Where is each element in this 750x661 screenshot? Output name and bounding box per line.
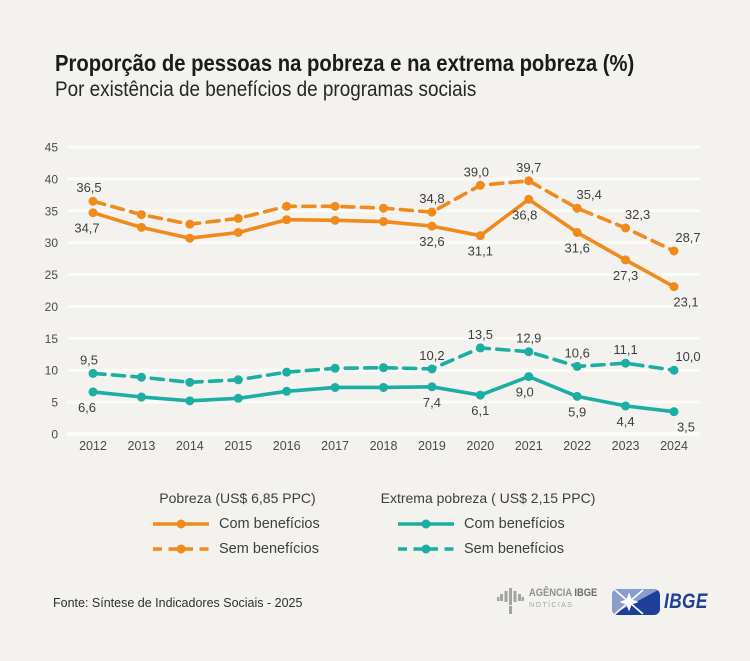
svg-text:35: 35	[45, 204, 59, 218]
svg-text:11,1: 11,1	[613, 342, 637, 357]
svg-text:28,7: 28,7	[675, 230, 700, 245]
svg-text:2018: 2018	[370, 439, 398, 453]
svg-text:25: 25	[45, 268, 59, 282]
ibge-logo: IBGE	[612, 589, 717, 615]
svg-text:2022: 2022	[563, 439, 591, 453]
svg-text:3,5: 3,5	[677, 420, 695, 435]
agencia-ibge-noticias-logo: AGÊNCIA IBGE NOTÍCIAS	[497, 587, 609, 615]
svg-text:2024: 2024	[660, 439, 688, 453]
svg-text:10: 10	[45, 364, 59, 378]
solid-line-swatch-icon	[153, 519, 209, 529]
svg-text:5,9: 5,9	[568, 404, 586, 419]
agency-logo-line2: NOTÍCIAS	[529, 600, 574, 609]
svg-text:15: 15	[45, 332, 59, 346]
svg-text:12,9: 12,9	[516, 331, 541, 346]
svg-text:31,6: 31,6	[565, 240, 590, 255]
svg-text:10,6: 10,6	[565, 345, 590, 360]
svg-text:32,6: 32,6	[419, 234, 444, 249]
tree-icon	[497, 588, 524, 614]
svg-text:5: 5	[51, 396, 58, 410]
legend-group-poverty: Pobreza (US$ 6,85 PPC) Com benefícios Se…	[150, 490, 325, 566]
svg-text:4,4: 4,4	[617, 414, 635, 429]
dashed-line-swatch-icon	[398, 544, 454, 554]
svg-text:34,7: 34,7	[74, 221, 99, 236]
svg-text:7,4: 7,4	[423, 395, 441, 410]
svg-text:2020: 2020	[466, 439, 494, 453]
svg-text:6,1: 6,1	[471, 403, 489, 418]
ibge-logo-text: IBGE	[664, 590, 708, 613]
svg-text:39,0: 39,0	[464, 164, 489, 179]
dashed-line-swatch-icon	[153, 544, 209, 554]
agency-logo-text: AGÊNCIA IBGE NOTÍCIAS	[529, 587, 609, 609]
svg-text:27,3: 27,3	[613, 268, 638, 283]
poverty-line-chart: 0 5 10 15 20 25 30 35 40 45 2012 2013 2014 2015 2016 20…	[0, 130, 750, 470]
legend-item-with-benefits: Com benefícios	[372, 516, 604, 532]
svg-text:13,5: 13,5	[468, 327, 493, 342]
svg-text:20: 20	[45, 300, 59, 314]
legend-item-label: Sem benefícios	[464, 541, 564, 557]
svg-text:45: 45	[45, 140, 59, 154]
svg-text:36,8: 36,8	[512, 207, 537, 222]
source-text: Fonte: Síntese de Indicadores Sociais - …	[53, 596, 303, 610]
svg-text:10,0: 10,0	[675, 349, 700, 364]
svg-text:6,6: 6,6	[78, 400, 96, 415]
svg-text:35,4: 35,4	[577, 187, 602, 202]
svg-text:2023: 2023	[612, 439, 640, 453]
svg-text:36,5: 36,5	[76, 180, 101, 195]
svg-text:39,7: 39,7	[516, 160, 541, 175]
legend-group-title: Pobreza (US$ 6,85 PPC)	[159, 490, 316, 506]
svg-text:2012: 2012	[79, 439, 107, 453]
svg-text:40: 40	[45, 172, 59, 186]
svg-text:34,8: 34,8	[419, 191, 444, 206]
legend: Pobreza (US$ 6,85 PPC) Com benefícios Se…	[0, 490, 750, 570]
svg-text:32,3: 32,3	[625, 207, 650, 222]
svg-text:31,1: 31,1	[468, 244, 493, 259]
svg-text:2013: 2013	[128, 439, 156, 453]
legend-group-title: Extrema pobreza ( US$ 2,15 PPC)	[380, 490, 596, 506]
svg-text:2019: 2019	[418, 439, 446, 453]
agency-logo-line1: AGÊNCIA IBGE	[529, 587, 597, 600]
agency-ibge-word: IBGE	[574, 587, 598, 599]
svg-text:2016: 2016	[273, 439, 301, 453]
legend-item-label: Com benefícios	[219, 516, 320, 532]
page-subtitle: Por existência de benefícios de programa…	[55, 78, 477, 101]
ibge-mark-icon	[612, 589, 660, 615]
svg-text:2021: 2021	[515, 439, 543, 453]
svg-text:2015: 2015	[224, 439, 252, 453]
legend-item-without-benefits: Sem benefícios	[150, 541, 325, 557]
legend-item-label: Sem benefícios	[219, 541, 319, 557]
svg-text:30: 30	[45, 236, 59, 250]
legend-item-with-benefits: Com benefícios	[150, 516, 325, 532]
svg-text:9,5: 9,5	[80, 352, 98, 367]
legend-item-label: Com benefícios	[464, 516, 565, 532]
legend-item-without-benefits: Sem benefícios	[372, 541, 604, 557]
agency-word: AGÊNCIA	[529, 587, 572, 599]
svg-text:9,0: 9,0	[516, 385, 534, 400]
svg-text:0: 0	[51, 428, 58, 442]
svg-text:10,2: 10,2	[419, 348, 444, 363]
page-title: Proporção de pessoas na pobreza e na ext…	[55, 50, 635, 76]
svg-text:2017: 2017	[321, 439, 349, 453]
solid-line-swatch-icon	[398, 519, 454, 529]
legend-group-extreme-poverty: Extrema pobreza ( US$ 2,15 PPC) Com bene…	[372, 490, 604, 566]
svg-text:2014: 2014	[176, 439, 204, 453]
svg-text:23,1: 23,1	[673, 295, 698, 310]
